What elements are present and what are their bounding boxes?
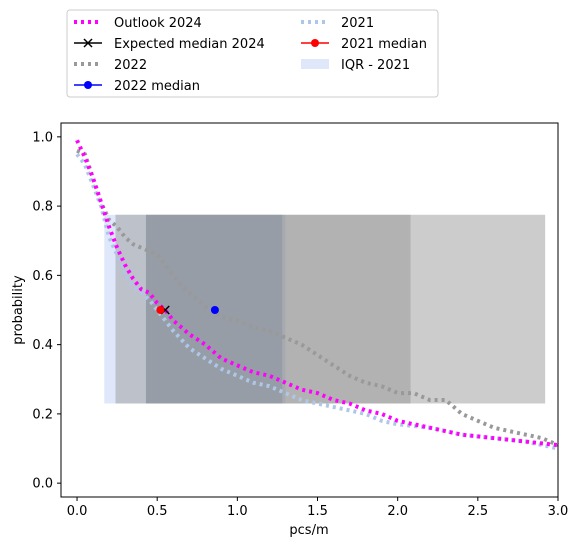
- x-tick-label: 1.0: [227, 504, 248, 519]
- y-tick-label: 0.2: [32, 407, 53, 422]
- legend-label: 2021: [341, 16, 374, 31]
- x-tick-label: 0.5: [147, 504, 168, 519]
- legend-item-2021: 2021: [301, 16, 374, 31]
- y-tick-label: 1.0: [32, 130, 53, 145]
- legend-marker: [311, 39, 319, 47]
- legend-item-2022-median: 2022 median: [74, 79, 200, 94]
- y-tick-label: 0.8: [32, 200, 53, 215]
- legend-label: Outlook 2024: [114, 16, 202, 31]
- legend-item-outlook-2024: Outlook 2024: [74, 16, 202, 31]
- band-2: [115, 214, 546, 404]
- plot-frame: [60, 122, 559, 498]
- legend-marker: [84, 81, 92, 89]
- x-tick-label: 2.5: [467, 504, 488, 519]
- series-line-2022: [76, 148, 559, 447]
- legend-label: 2022: [114, 58, 147, 73]
- x-axis-label: pcs/m: [289, 523, 328, 538]
- y-axis-label: probability: [11, 275, 26, 345]
- legend-label: Expected median 2024: [114, 37, 265, 52]
- band-3: [145, 214, 411, 404]
- legend-item-iqr-2021: IQR - 2021: [301, 58, 410, 73]
- legend-frame: [66, 9, 439, 98]
- legend-swatch: [301, 59, 329, 69]
- y-tick-label: 0.4: [32, 338, 53, 353]
- legend-item-2021-median: 2021 median: [301, 37, 427, 52]
- legend-label: 2021 median: [341, 37, 427, 52]
- x-tick-label: 0.0: [67, 504, 88, 519]
- legend-item-2022: 2022: [74, 58, 147, 73]
- legend-item-expected-median-2024: Expected median 2024: [74, 37, 265, 52]
- y-tick-label: 0.6: [32, 269, 53, 284]
- legend-label: 2022 median: [114, 79, 200, 94]
- x-tick-label: 2.0: [387, 504, 408, 519]
- legend-marker: [83, 38, 93, 48]
- y-tick-label: 0.0: [32, 477, 53, 492]
- 2022-median-marker: [210, 306, 219, 314]
- x-tick-label: 1.5: [307, 504, 328, 519]
- legend: Outlook 2024 Expected median 2024 2022 2022…: [66, 9, 439, 98]
- 2021-median-marker: [156, 306, 165, 314]
- x-tick-label: 3.0: [548, 504, 569, 519]
- legend-label: IQR - 2021: [341, 58, 410, 73]
